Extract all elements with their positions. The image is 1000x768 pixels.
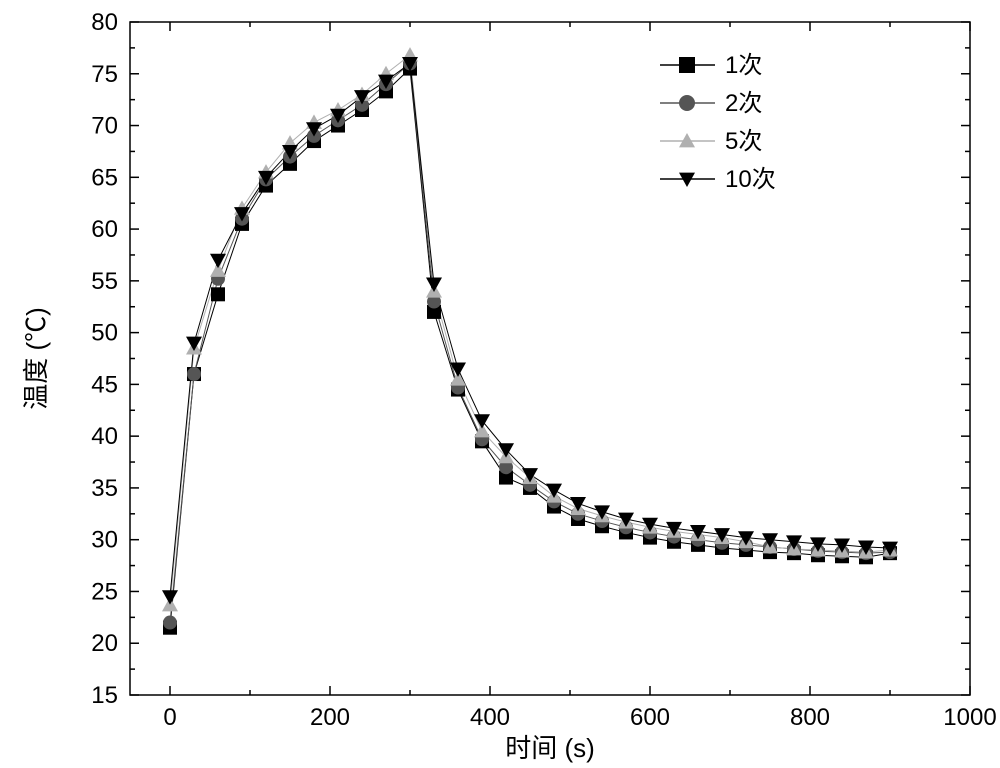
ytick-label: 15 — [91, 682, 118, 709]
legend-label: 5次 — [725, 128, 762, 155]
xtick-label: 800 — [790, 704, 830, 731]
ytick-label: 35 — [91, 475, 118, 502]
xtick-label: 400 — [470, 704, 510, 731]
series-line — [170, 55, 890, 605]
y-axis-label: 温度 (℃) — [21, 307, 51, 410]
legend-label: 2次 — [725, 90, 762, 117]
chart-svg: 0 200 400 600 800 1000 15 20 25 30 35 40 45 50 55 60 65 7… — [0, 0, 1000, 768]
x-axis-label: 时间 (s) — [505, 733, 595, 763]
marker-tri-up — [679, 133, 695, 147]
marker-circle — [679, 95, 695, 111]
ytick-label: 60 — [91, 216, 118, 243]
ytick-label: 20 — [91, 630, 118, 657]
ytick-label: 50 — [91, 320, 118, 347]
series-markers — [163, 56, 897, 629]
ytick-label: 40 — [91, 423, 118, 450]
marker-tri-down — [186, 337, 202, 351]
marker-tri-down — [546, 484, 562, 498]
series-markers — [162, 47, 898, 611]
ytick-label: 65 — [91, 164, 118, 191]
chart-container: 0 200 400 600 800 1000 15 20 25 30 35 40 45 50 55 60 65 7… — [0, 0, 1000, 768]
xtick-label: 0 — [163, 704, 176, 731]
marker-circle — [187, 367, 201, 381]
xtick-label: 200 — [310, 704, 350, 731]
series-line — [170, 69, 890, 628]
marker-tri-down — [426, 278, 442, 292]
marker-square — [679, 57, 695, 73]
marker-tri-down — [570, 497, 586, 511]
ytick-label: 80 — [91, 9, 118, 36]
ytick-label: 25 — [91, 578, 118, 605]
ytick-label: 55 — [91, 268, 118, 295]
series-line — [170, 63, 890, 596]
plot-border — [130, 22, 970, 695]
marker-square — [211, 287, 225, 301]
marker-circle — [163, 616, 177, 630]
xtick-label: 600 — [630, 704, 670, 731]
ytick-label: 45 — [91, 371, 118, 398]
marker-tri-down — [450, 362, 466, 376]
legend-label: 10次 — [725, 166, 776, 193]
series-markers — [162, 57, 898, 605]
legend-label: 1次 — [725, 52, 762, 79]
ytick-label: 30 — [91, 527, 118, 554]
ytick-label: 70 — [91, 113, 118, 140]
marker-tri-down — [679, 173, 695, 187]
marker-tri-down — [162, 590, 178, 604]
ytick-label: 75 — [91, 61, 118, 88]
xtick-label: 1000 — [943, 704, 996, 731]
series-line — [170, 63, 890, 622]
